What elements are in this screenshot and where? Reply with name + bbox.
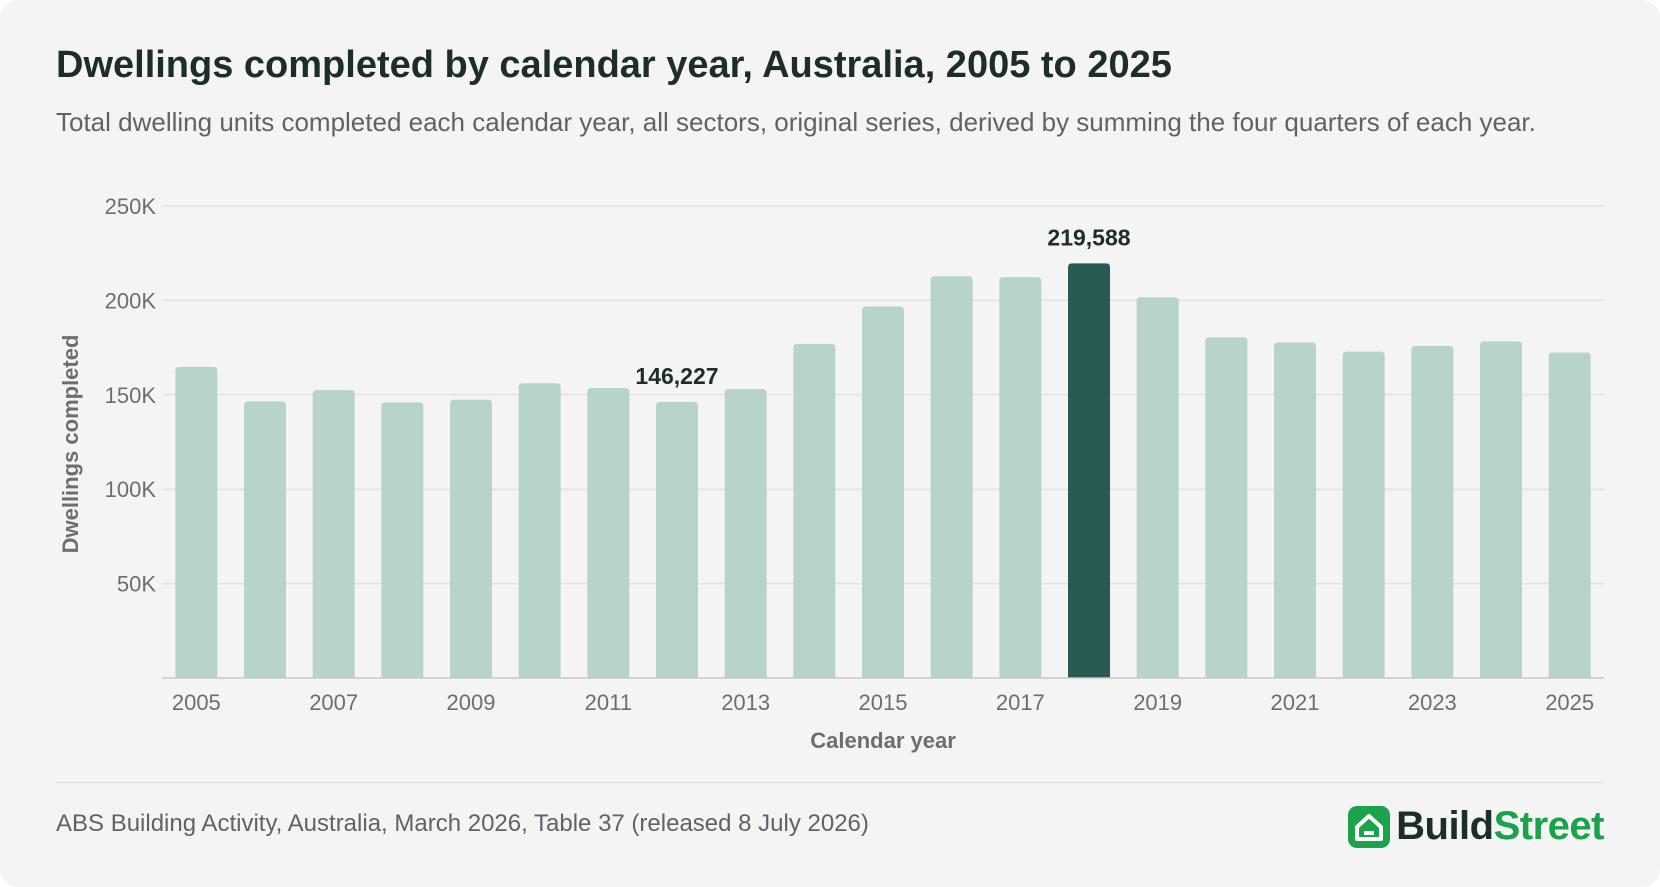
- chart-title: Dwellings completed by calendar year, Au…: [56, 44, 1172, 86]
- bar-2014: [793, 343, 836, 678]
- bar-2022: [1342, 351, 1385, 678]
- bar-2015: [862, 306, 904, 678]
- bar-2006: [244, 401, 286, 678]
- data-label: 219,588: [1047, 224, 1130, 250]
- bar-2016: [930, 276, 973, 678]
- y-tick-label: 150K: [105, 383, 157, 408]
- footer-divider: [56, 782, 1604, 783]
- y-tick-label: 50K: [117, 572, 156, 597]
- x-axis-title: Calendar year: [810, 728, 956, 753]
- bar-2025: [1548, 352, 1591, 678]
- x-tick-label: 2015: [859, 690, 908, 715]
- bar-2012: [656, 401, 698, 678]
- bar-2017: [999, 277, 1042, 678]
- bar-2023: [1411, 345, 1454, 678]
- y-tick-label: 250K: [105, 194, 157, 219]
- x-tick-label: 2023: [1408, 690, 1457, 715]
- y-tick-label: 200K: [105, 288, 157, 313]
- bar-2019: [1136, 297, 1179, 678]
- brand-name-build: Build: [1396, 804, 1494, 848]
- bar-2024: [1480, 341, 1522, 678]
- x-tick-label: 2025: [1545, 690, 1594, 715]
- source-note: ABS Building Activity, Australia, March …: [56, 810, 869, 837]
- buildstreet-logo: BuildStreet: [1348, 804, 1605, 849]
- bar-2021: [1274, 342, 1316, 678]
- x-tick-label: 2017: [996, 690, 1045, 715]
- x-tick-label: 2013: [721, 690, 770, 715]
- bar-2018: [1068, 263, 1110, 678]
- chart-subtitle: Total dwelling units completed each cale…: [56, 107, 1536, 137]
- x-tick-label: 2019: [1133, 690, 1182, 715]
- bar-2010: [518, 383, 561, 678]
- house-icon: [1348, 805, 1391, 848]
- bar-2020: [1205, 337, 1248, 678]
- bar-2009: [450, 399, 492, 678]
- x-tick-label: 2007: [309, 690, 358, 715]
- bar-2011: [587, 388, 630, 678]
- bar-2008: [381, 402, 424, 678]
- bar-chart: 50K 100K 150K 200K 250K 2005 2007 2009 2011 2013 2…: [58, 194, 1604, 753]
- bar-2005: [175, 366, 218, 678]
- y-axis-title: Dwellings completed: [58, 335, 83, 554]
- x-tick-label: 2005: [172, 690, 221, 715]
- x-tick-label: 2021: [1271, 690, 1320, 715]
- bar-2013: [724, 389, 767, 678]
- brand-name: BuildStreet: [1396, 804, 1604, 849]
- y-tick-label: 100K: [105, 477, 157, 502]
- bar-2007: [312, 390, 355, 678]
- brand-name-street: Street: [1493, 804, 1605, 848]
- data-label: 146,227: [635, 363, 718, 389]
- x-tick-label: 2009: [447, 690, 496, 715]
- x-tick-label: 2011: [585, 690, 632, 715]
